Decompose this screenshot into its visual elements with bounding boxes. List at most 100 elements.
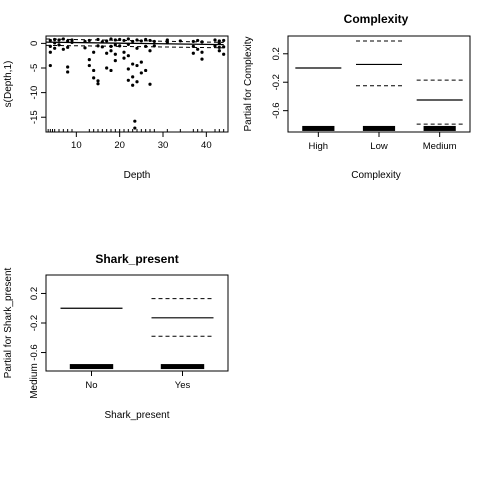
panel3-y-axis-label: Partial for Shark_present <box>3 267 14 378</box>
panel1-y-tick-label: -10 <box>29 86 40 100</box>
panel3-axis-ticks: No Yes 0.2 -0.2 -0.6 <box>29 287 190 391</box>
panel1-residual-point <box>144 37 148 42</box>
panel1-x-tick-label: 10 <box>71 140 82 151</box>
panel1-residual-point <box>122 38 126 43</box>
panel1-residual-point <box>66 39 70 43</box>
depth-smooth-panel: 10 20 30 40 0 -5 -10 -15 Depth s(Depth,1) <box>3 35 229 181</box>
panel1-residual-point <box>191 44 195 48</box>
panel1-x-tick-label: 40 <box>201 140 212 151</box>
panel1-residual-point <box>113 43 117 47</box>
panel1-residual-point <box>131 75 135 79</box>
panel1-residual-point <box>217 39 221 43</box>
panel1-residual-point <box>61 47 65 51</box>
panel1-residual-point <box>48 44 52 48</box>
panel1-residual-point <box>139 60 143 64</box>
panel1-residual-point <box>118 37 122 42</box>
panel1-residual-point <box>217 49 221 53</box>
panel1-residual-point <box>165 38 169 42</box>
panel1-residual-point <box>126 67 130 71</box>
panel1-y-axis-label: s(Depth,1) <box>3 61 14 108</box>
panel3-x-tick-label: No <box>85 380 97 391</box>
panel2-rug-block <box>302 125 335 131</box>
panel1-residual-point <box>87 38 91 43</box>
panel1-residual-point <box>70 40 74 45</box>
panel1-rug <box>47 129 225 132</box>
panel1-residual-point <box>152 39 156 44</box>
panel1-residual-point <box>100 40 104 44</box>
panel1-residual-point <box>126 78 130 82</box>
panel1-residual-point <box>48 63 52 68</box>
panel3-plot-box <box>45 274 229 372</box>
panel3-term-lines <box>60 298 214 370</box>
panel1-residual-point <box>165 41 169 45</box>
panel1-residual-point <box>96 82 100 86</box>
panel1-residual-point <box>83 39 87 44</box>
panel1-residual-point <box>135 63 139 68</box>
panel1-residual-point <box>200 57 204 61</box>
panel1-residual-point <box>222 45 226 49</box>
panel1-residual-point <box>217 45 221 49</box>
panel1-residual-point <box>191 51 195 55</box>
panel1-residual-point <box>217 41 221 45</box>
complexity-panel: Complexity High Low Medium 0.2 -0.2 -0.6 Comp… <box>243 12 471 181</box>
panel1-residual-point <box>200 50 204 54</box>
panel1-residual-point <box>222 38 226 43</box>
panel1-residual-point <box>87 58 91 62</box>
shark-present-panel: Shark_present No Yes 0.2 -0.2 -0.6 Shark_pre… <box>3 252 229 421</box>
panel1-residual-point <box>131 62 135 66</box>
panel1-residual-point <box>92 76 96 80</box>
panel1-residual-point <box>222 52 226 56</box>
panel1-residual-point <box>126 37 130 41</box>
panel1-x-tick-label: 30 <box>158 140 169 151</box>
panel1-residual-point <box>135 46 139 50</box>
panel1-residual-point <box>131 39 135 44</box>
panel1-residual-point <box>66 65 70 69</box>
panel1-plot-box <box>45 35 229 133</box>
panel1-residual-point <box>66 45 70 49</box>
panel1-residual-point <box>105 39 109 43</box>
panel3-y-tick-label: -0.2 <box>29 315 40 331</box>
panel1-residual-point <box>96 79 100 83</box>
panel1-residual-point <box>113 59 117 63</box>
panel2-term-lines <box>295 40 463 131</box>
panel1-residual-point <box>53 41 57 45</box>
panel1-residual-point <box>83 46 87 50</box>
panel1-residual-point <box>148 82 152 86</box>
panel1-residual-point <box>135 80 139 84</box>
panel3-x-axis-label: Shark_present <box>104 410 169 421</box>
panel1-residual-point <box>144 68 148 73</box>
panel3-title: Shark_present <box>95 252 178 266</box>
panel1-residual-point <box>109 44 113 48</box>
panel2-y-tick-label: 0.2 <box>271 47 282 60</box>
panel2-y-axis-label: Partial for Complexity <box>243 36 254 131</box>
panel1-residual-point <box>113 38 117 42</box>
panel1-lower-se-line <box>45 44 224 49</box>
panel1-residual-point <box>87 63 91 68</box>
panel3-stray-medium-label: Medium <box>29 363 40 399</box>
panel1-residual-point <box>109 37 113 41</box>
panel2-title: Complexity <box>344 12 409 26</box>
panel2-x-tick-label: Medium <box>423 141 457 152</box>
panel1-residual-point <box>133 126 137 130</box>
panel1-residual-point <box>191 39 195 44</box>
panel1-residual-point <box>109 68 113 73</box>
panel2-y-tick-label: -0.2 <box>271 74 282 90</box>
panel1-residual-point <box>109 49 113 53</box>
panel1-residual-point <box>178 39 182 43</box>
panel1-y-tick-label: -5 <box>29 64 40 72</box>
panel1-fit-line <box>45 41 224 46</box>
panel1-residual-point <box>213 38 217 42</box>
panel1-residual-point <box>61 37 65 41</box>
panel1-residual-point <box>122 50 126 54</box>
panel1-residual-point <box>122 56 126 60</box>
panel1-residual-point <box>126 54 130 58</box>
panel2-rug-block <box>423 125 456 131</box>
panel1-residual-point <box>105 51 109 55</box>
panel1-residual-point <box>213 44 217 48</box>
panel1-y-tick-label: -15 <box>29 110 40 124</box>
panel2-plot-box <box>287 35 471 133</box>
panel1-residual-point <box>200 40 204 44</box>
panel1-residual-point <box>105 66 109 70</box>
panel2-x-axis-label: Complexity <box>351 170 400 181</box>
panel1-residual-point <box>139 71 143 75</box>
